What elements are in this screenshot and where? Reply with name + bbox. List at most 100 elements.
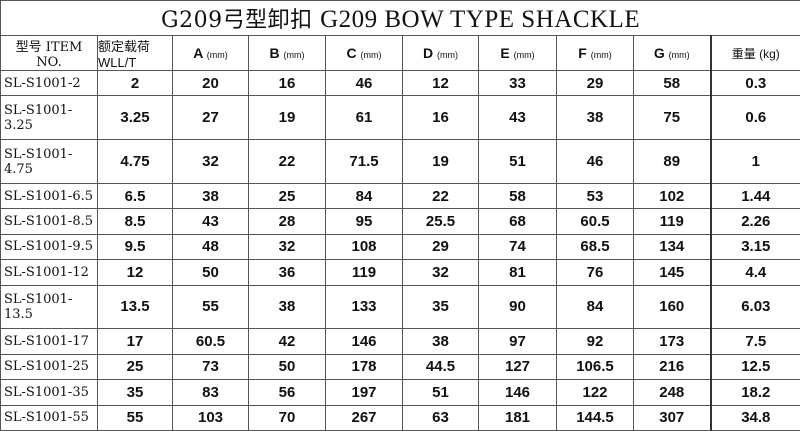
- cell-d: 32: [402, 259, 479, 286]
- cell-item-no: SL-S1001-3.25: [0, 95, 98, 141]
- cell-g: 134: [633, 233, 711, 261]
- cell-d: 38: [402, 328, 479, 355]
- cell-a: 83: [172, 379, 249, 406]
- cell-d: 29: [402, 233, 479, 261]
- cell-b: 22: [248, 139, 326, 184]
- cell-c: 46: [325, 69, 403, 97]
- header-c: C (mm): [325, 35, 403, 71]
- cell-weight: 1.44: [709, 182, 800, 210]
- cell-b: 50: [248, 353, 326, 381]
- cell-g: 173: [633, 328, 711, 355]
- cell-f: 106.5: [556, 353, 634, 381]
- cell-c: 133: [325, 284, 403, 330]
- cell-f: 122: [556, 379, 634, 406]
- cell-weight: 3.15: [709, 233, 800, 261]
- cell-item-no: SL-S1001-25: [0, 353, 98, 381]
- cell-wll: 6.5: [97, 182, 173, 210]
- header-e: E (mm): [478, 35, 557, 71]
- cell-item-no: SL-S1001-6.5: [0, 182, 98, 210]
- cell-weight: 0.6: [709, 95, 800, 141]
- cell-e: 51: [478, 139, 557, 184]
- cell-g: 145: [633, 259, 711, 286]
- title-chinese: G209弓型卸扣: [161, 8, 313, 33]
- cell-b: 42: [248, 328, 326, 355]
- cell-e: 81: [478, 259, 557, 286]
- cell-wll: 25: [97, 353, 173, 381]
- cell-a: 55: [172, 284, 249, 330]
- cell-c: 95: [325, 208, 403, 235]
- header-f: F (mm): [556, 35, 634, 71]
- cell-f: 29: [556, 69, 634, 97]
- cell-e: 68: [478, 208, 557, 235]
- cell-c: 108: [325, 233, 403, 261]
- cell-item-no: SL-S1001-35: [0, 379, 98, 406]
- cell-wll: 3.25: [97, 95, 173, 141]
- cell-b: 36: [248, 259, 326, 286]
- cell-g: 75: [633, 95, 711, 141]
- cell-d: 35: [402, 284, 479, 330]
- cell-a: 60.5: [172, 328, 249, 355]
- cell-f: 68.5: [556, 233, 634, 261]
- header-weight: 重量 (kg): [709, 35, 800, 71]
- table-row: SL-S1001-17 17 60.5 42 146 38 97 92 173 7.5: [0, 328, 800, 355]
- cell-item-no: SL-S1001-17: [0, 328, 98, 355]
- cell-d: 63: [402, 404, 479, 431]
- cell-wll: 8.5: [97, 208, 173, 235]
- cell-b: 25: [248, 182, 326, 210]
- table-row: SL-S1001-35 35 83 56 197 51 146 122 248 18.2: [0, 379, 800, 406]
- cell-wll: 12: [97, 259, 173, 286]
- cell-e: 90: [478, 284, 557, 330]
- cell-e: 58: [478, 182, 557, 210]
- cell-d: 22: [402, 182, 479, 210]
- cell-b: 32: [248, 233, 326, 261]
- cell-item-no: SL-S1001-55: [0, 404, 98, 431]
- cell-item-no: SL-S1001-12: [0, 259, 98, 286]
- cell-weight: 2.26: [709, 208, 800, 235]
- table-row: SL-S1001-6.5 6.5 38 25 84 22 58 53 102 1.44: [0, 182, 800, 210]
- cell-e: 146: [478, 379, 557, 406]
- cell-item-no: SL-S1001-4.75: [0, 139, 98, 184]
- cell-d: 16: [402, 95, 479, 141]
- cell-wll: 4.75: [97, 139, 173, 184]
- cell-g: 58: [633, 69, 711, 97]
- header-d: D (mm): [402, 35, 479, 71]
- header-a: A (mm): [172, 35, 249, 71]
- cell-e: 43: [478, 95, 557, 141]
- cell-d: 12: [402, 69, 479, 97]
- cell-wll: 17: [97, 328, 173, 355]
- cell-f: 92: [556, 328, 634, 355]
- cell-e: 97: [478, 328, 557, 355]
- cell-f: 60.5: [556, 208, 634, 235]
- cell-f: 76: [556, 259, 634, 286]
- cell-e: 127: [478, 353, 557, 381]
- cell-a: 50: [172, 259, 249, 286]
- cell-wll: 2: [97, 69, 173, 97]
- cell-c: 61: [325, 95, 403, 141]
- cell-wll: 9.5: [97, 233, 173, 261]
- cell-a: 32: [172, 139, 249, 184]
- cell-wll: 35: [97, 379, 173, 406]
- cell-b: 19: [248, 95, 326, 141]
- cell-weight: 1: [709, 139, 800, 184]
- cell-a: 27: [172, 95, 249, 141]
- cell-c: 178: [325, 353, 403, 381]
- cell-f: 84: [556, 284, 634, 330]
- cell-d: 51: [402, 379, 479, 406]
- header-wll: 额定载荷WLL/T: [97, 35, 173, 71]
- cell-g: 89: [633, 139, 711, 184]
- cell-b: 28: [248, 208, 326, 235]
- cell-weight: 6.03: [709, 284, 800, 330]
- cell-a: 103: [172, 404, 249, 431]
- cell-weight: 18.2: [709, 379, 800, 406]
- cell-f: 144.5: [556, 404, 634, 431]
- cell-item-no: SL-S1001-13.5: [0, 284, 98, 330]
- cell-f: 46: [556, 139, 634, 184]
- cell-e: 33: [478, 69, 557, 97]
- cell-g: 307: [633, 404, 711, 431]
- cell-g: 248: [633, 379, 711, 406]
- cell-b: 38: [248, 284, 326, 330]
- cell-item-no: SL-S1001-8.5: [0, 208, 98, 235]
- cell-f: 53: [556, 182, 634, 210]
- cell-b: 56: [248, 379, 326, 406]
